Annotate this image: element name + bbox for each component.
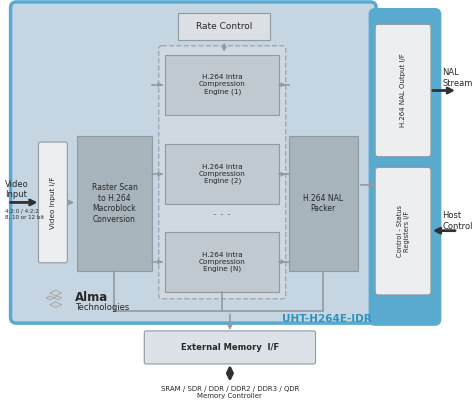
Text: UHT-H264E-IDR: UHT-H264E-IDR — [282, 314, 372, 324]
Text: Technologies: Technologies — [75, 303, 129, 312]
Bar — [288, 136, 358, 270]
Text: Video Input I/F: Video Input I/F — [50, 176, 56, 229]
FancyBboxPatch shape — [39, 142, 67, 263]
Text: Video
Input: Video Input — [5, 180, 29, 200]
FancyBboxPatch shape — [375, 24, 431, 157]
Polygon shape — [54, 296, 61, 300]
Text: Control - Status
Registers I/F: Control - Status Registers I/F — [397, 205, 409, 257]
Text: Host
Control: Host Control — [443, 211, 473, 231]
Bar — [166, 144, 279, 204]
Text: . . .: . . . — [213, 207, 231, 217]
Text: SRAM / SDR / DDR / DDR2 / DDR3 / QDR
Memory Controller: SRAM / SDR / DDR / DDR2 / DDR3 / QDR Mem… — [161, 386, 299, 399]
Text: H.264 Intra
Compression
Engine (N): H.264 Intra Compression Engine (N) — [199, 252, 246, 272]
Text: H.264 NAL Output I/F: H.264 NAL Output I/F — [400, 54, 406, 128]
Text: Raster Scan
to H.264
Macroblock
Conversion: Raster Scan to H.264 Macroblock Conversi… — [91, 183, 138, 224]
Text: H.264 Intra
Compression
Engine (2): H.264 Intra Compression Engine (2) — [199, 164, 246, 184]
Bar — [77, 136, 152, 270]
Bar — [166, 54, 279, 115]
Polygon shape — [46, 296, 54, 300]
Bar — [178, 13, 270, 40]
Polygon shape — [50, 290, 61, 296]
Text: External Memory  I/F: External Memory I/F — [181, 343, 279, 352]
FancyBboxPatch shape — [370, 10, 440, 324]
Text: 4:2:0 / 4:2:2
8, 10 or 12 bit: 4:2:0 / 4:2:2 8, 10 or 12 bit — [5, 209, 44, 220]
Text: NAL
Stream: NAL Stream — [443, 68, 473, 88]
Bar — [288, 136, 358, 270]
FancyBboxPatch shape — [144, 331, 316, 364]
Text: Alma: Alma — [75, 291, 108, 304]
Text: H.264 NAL
Packer: H.264 NAL Packer — [303, 194, 343, 213]
FancyBboxPatch shape — [375, 168, 431, 295]
Text: H.264 Intra
Compression
Engine (1): H.264 Intra Compression Engine (1) — [199, 74, 246, 95]
Bar — [166, 232, 279, 292]
Bar — [77, 136, 152, 270]
Text: Rate Control: Rate Control — [196, 22, 252, 31]
Polygon shape — [50, 302, 61, 308]
FancyBboxPatch shape — [159, 46, 286, 299]
FancyBboxPatch shape — [10, 2, 376, 323]
